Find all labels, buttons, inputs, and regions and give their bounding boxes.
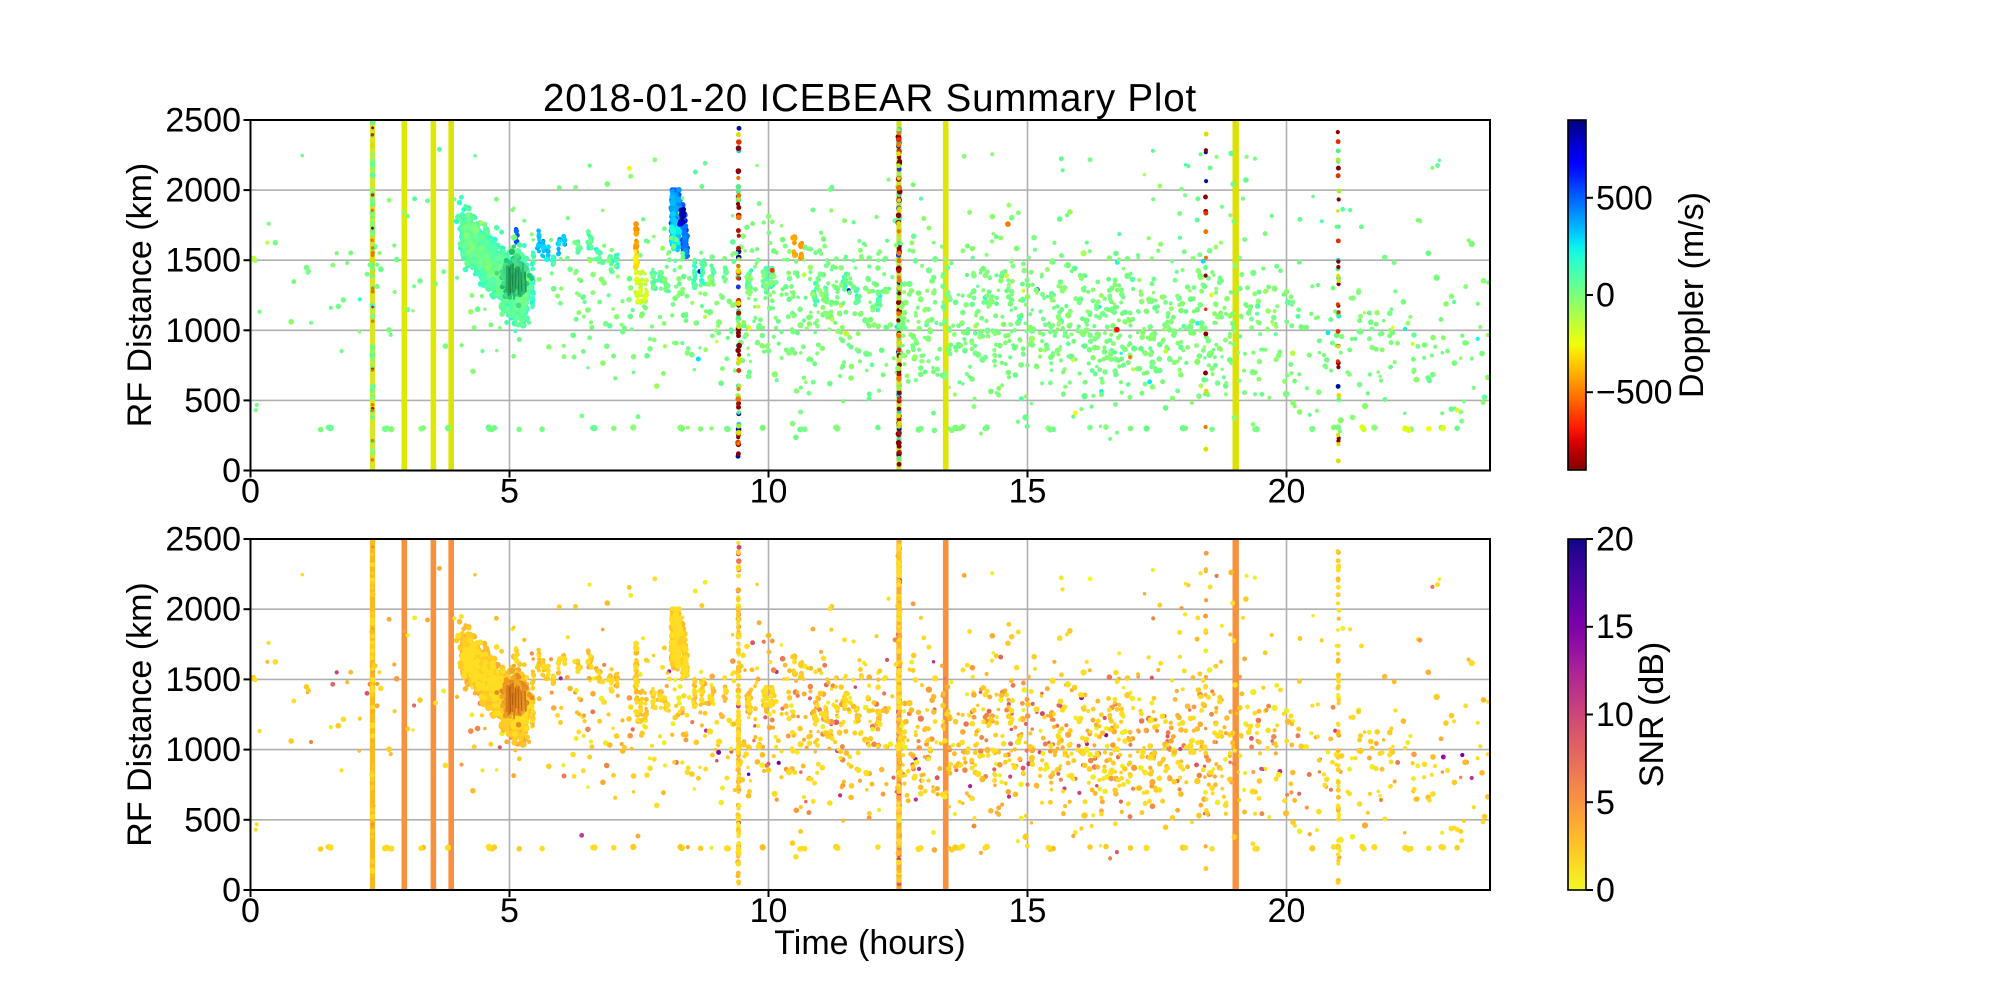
svg-text:1000: 1000	[165, 731, 241, 769]
svg-text:500: 500	[184, 382, 241, 420]
svg-text:2500: 2500	[165, 521, 241, 559]
svg-text:RF Distance (km): RF Distance (km)	[121, 163, 159, 427]
svg-text:10: 10	[750, 892, 788, 930]
svg-text:Time (hours): Time (hours)	[774, 924, 965, 962]
svg-text:500: 500	[1596, 179, 1653, 217]
svg-text:500: 500	[184, 801, 241, 839]
svg-text:2000: 2000	[165, 591, 241, 629]
svg-text:Doppler (m/s): Doppler (m/s)	[1673, 192, 1711, 398]
svg-text:10: 10	[1596, 696, 1634, 734]
svg-text:1500: 1500	[165, 661, 241, 699]
svg-text:−500: −500	[1596, 374, 1673, 412]
svg-text:0: 0	[222, 872, 241, 910]
svg-text:5: 5	[500, 892, 519, 930]
svg-text:1500: 1500	[165, 242, 241, 280]
svg-text:20: 20	[1596, 521, 1634, 559]
svg-text:5: 5	[1596, 784, 1615, 822]
svg-text:10: 10	[750, 473, 788, 511]
svg-text:2018-01-20 ICEBEAR Summary Plo: 2018-01-20 ICEBEAR Summary Plot	[543, 77, 1197, 120]
svg-text:0: 0	[241, 473, 260, 511]
svg-text:20: 20	[1268, 473, 1306, 511]
svg-text:SNR (dB): SNR (dB)	[1633, 642, 1671, 787]
svg-text:15: 15	[1009, 892, 1047, 930]
svg-text:0: 0	[1596, 872, 1615, 910]
svg-text:0: 0	[1596, 277, 1615, 315]
svg-text:0: 0	[222, 452, 241, 490]
svg-text:1000: 1000	[165, 312, 241, 350]
svg-text:2500: 2500	[165, 102, 241, 140]
svg-text:2000: 2000	[165, 172, 241, 210]
svg-text:5: 5	[500, 473, 519, 511]
svg-text:0: 0	[241, 892, 260, 930]
svg-text:15: 15	[1009, 473, 1047, 511]
svg-text:15: 15	[1596, 608, 1634, 646]
svg-text:20: 20	[1268, 892, 1306, 930]
svg-text:RF Distance (km): RF Distance (km)	[121, 582, 159, 846]
